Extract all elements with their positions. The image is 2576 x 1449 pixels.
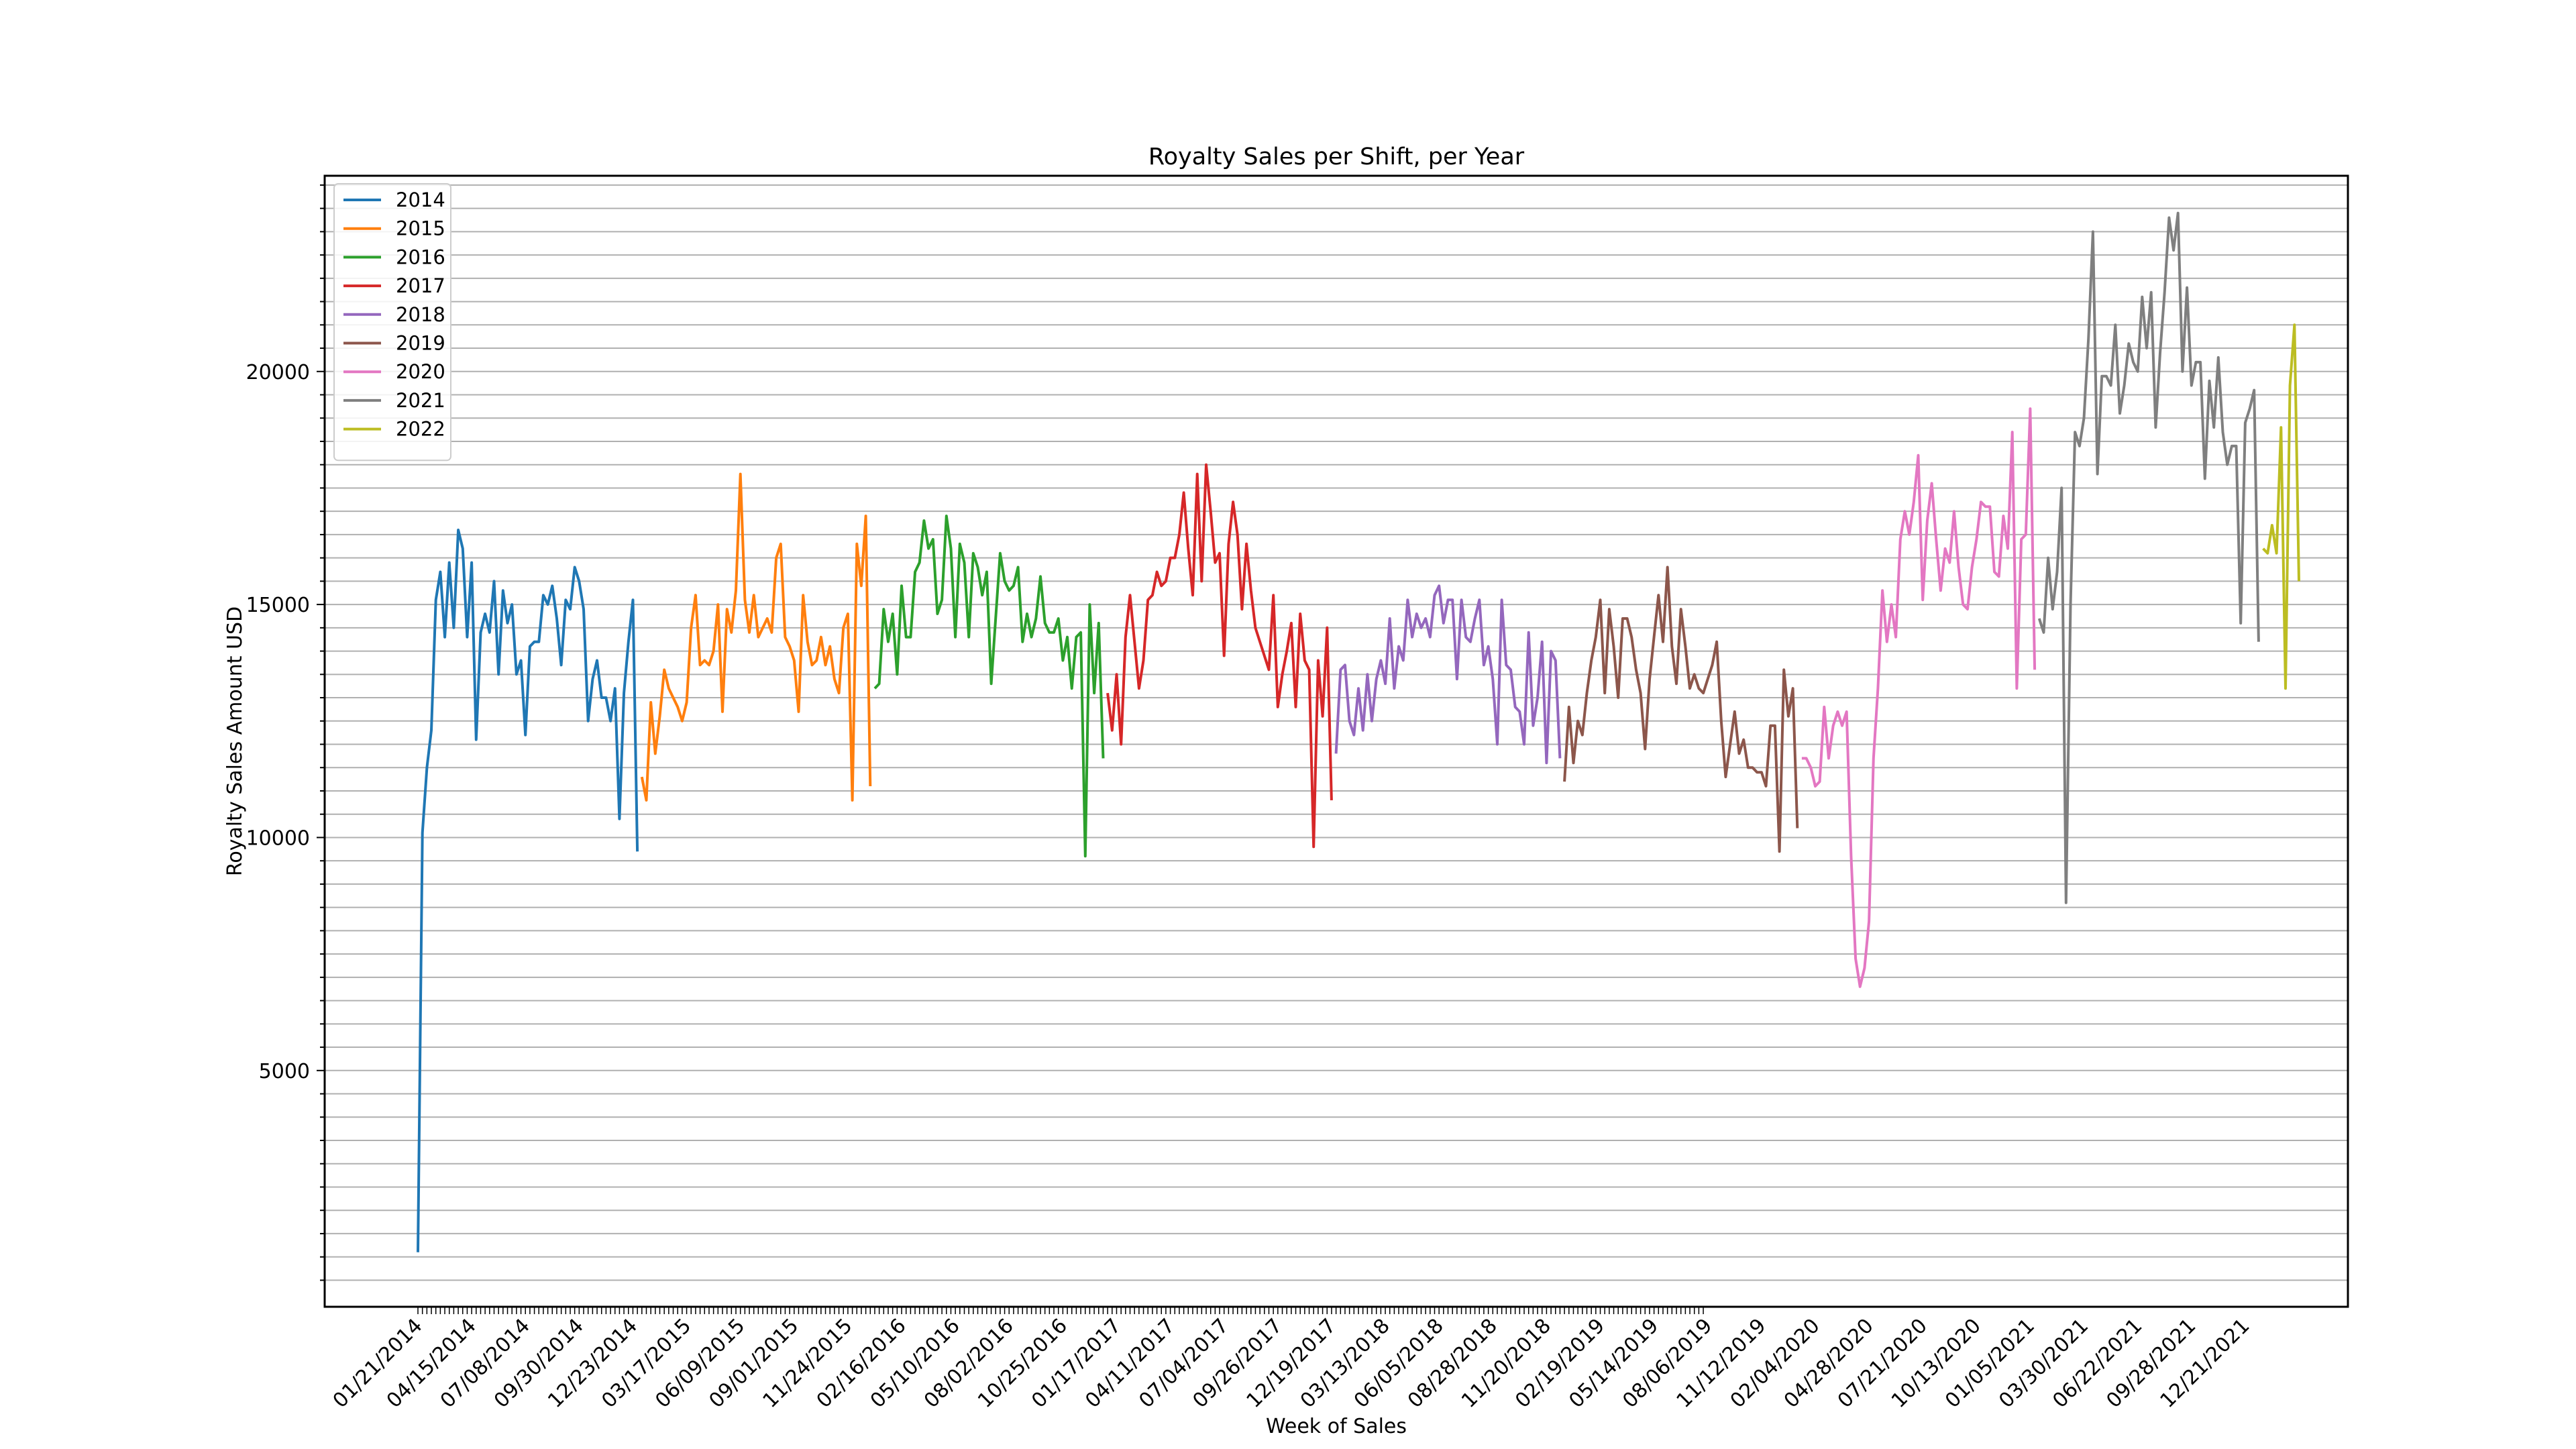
- legend-label-2016: 2016: [396, 246, 445, 268]
- y-axis-ticks: 5000 10000 15000 20000: [246, 184, 325, 1281]
- y-tick-label: 20000: [246, 361, 310, 384]
- y-axis-label: Royalty Sales Amount USD: [223, 606, 247, 876]
- y-tick-label: 10000: [246, 826, 310, 850]
- series-line-2018: [1334, 584, 1562, 765]
- series-line-2022: [2262, 323, 2300, 690]
- legend-label-2017: 2017: [396, 274, 445, 297]
- legend-label-2014: 2014: [396, 189, 445, 211]
- legend-label-2015: 2015: [396, 217, 445, 240]
- series-line-2017: [1106, 463, 1333, 849]
- x-axis-ticks: 01/21/201404/15/201407/08/201409/30/2014…: [329, 1307, 2255, 1413]
- series-line-2020: [1801, 407, 2037, 988]
- series-lines: [417, 211, 2300, 1252]
- legend-label-2018: 2018: [396, 303, 445, 326]
- series-line-2014: [417, 529, 639, 1252]
- chart-title: Royalty Sales per Shift, per Year: [1148, 144, 1525, 170]
- legend-label-2022: 2022: [396, 418, 445, 441]
- series-line-2016: [873, 515, 1105, 858]
- legend-label-2021: 2021: [396, 389, 445, 412]
- legend-label-2020: 2020: [396, 360, 445, 383]
- legend-label-2019: 2019: [396, 332, 445, 355]
- series-line-2021: [2037, 211, 2260, 904]
- grid-lines: [325, 184, 2348, 1281]
- x-axis-label: Week of Sales: [1266, 1415, 1407, 1438]
- series-line-2015: [640, 472, 872, 802]
- y-tick-label: 5000: [259, 1060, 310, 1083]
- series-line-2019: [1563, 566, 1799, 853]
- legend-box: [333, 183, 451, 462]
- y-tick-label: 15000: [246, 594, 310, 617]
- legend: 2014 2015 2016 2017 2018 2019 2020 2021 2022: [333, 183, 451, 462]
